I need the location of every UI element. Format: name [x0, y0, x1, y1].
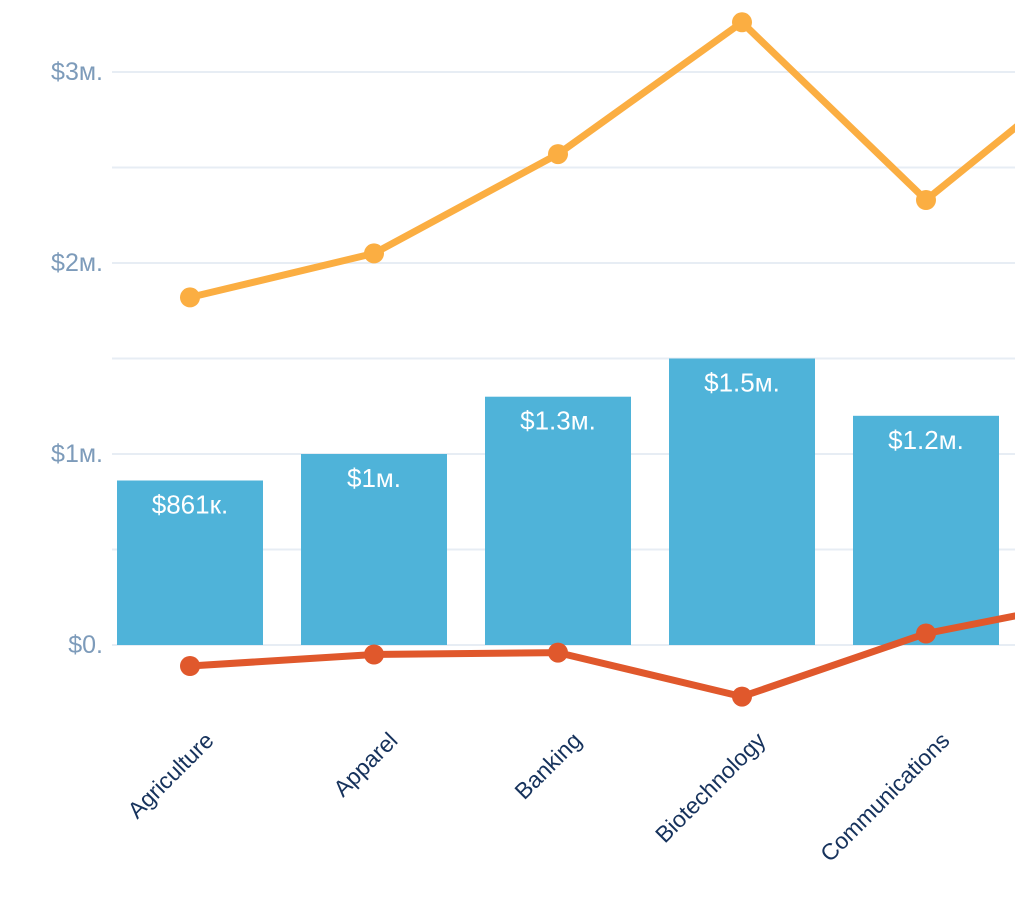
bar-label-banking: $1.3м.	[520, 406, 596, 436]
lower_line-point-banking[interactable]	[548, 642, 568, 663]
x-label-apparel[interactable]: Apparel	[328, 727, 402, 801]
lower_line-point-biotechnology[interactable]	[732, 686, 752, 707]
upper_line-points	[180, 12, 936, 308]
x-label-banking[interactable]: Banking	[509, 727, 586, 804]
lower_line-points	[180, 623, 936, 707]
bar-apparel[interactable]	[301, 454, 447, 645]
lower_line-point-apparel[interactable]	[364, 644, 384, 665]
x-label-agriculture[interactable]: Agriculture	[122, 727, 218, 823]
upper_line-point-banking[interactable]	[548, 144, 568, 165]
bar-label-communications: $1.2м.	[888, 425, 964, 455]
bar-series	[117, 358, 999, 646]
y-tick-label: $0.	[68, 631, 103, 659]
lower_line-point-communications[interactable]	[916, 623, 936, 644]
y-tick-label: $1м.	[51, 440, 103, 468]
upper_line-point-communications[interactable]	[916, 190, 936, 210]
bar-label-biotechnology: $1.5м.	[704, 368, 780, 398]
bar-value-labels: $861к. $1м. $1.3м. $1.5м. $1.2м.	[152, 368, 964, 520]
x-label-communications[interactable]: Communications	[815, 727, 955, 867]
bar-label-apparel: $1м.	[347, 463, 401, 493]
bar-communications[interactable]	[853, 415, 999, 645]
lower_line-path	[186, 612, 1015, 701]
lower_line-point-agriculture[interactable]	[180, 656, 200, 676]
x-label-biotechnology[interactable]: Biotechnology	[650, 727, 771, 848]
y-tick-label: $3м.	[51, 58, 103, 86]
x-axis-category-labels: Agriculture Apparel Banking Biotechnology Co…	[122, 727, 954, 867]
bar-agriculture[interactable]	[117, 480, 263, 646]
bar-banking[interactable]	[485, 396, 631, 645]
upper_line-point-apparel[interactable]	[364, 243, 384, 264]
upper_line-point-agriculture[interactable]	[180, 287, 200, 308]
upper_line-path	[186, 18, 1015, 301]
bar-label-agriculture: $861к.	[152, 490, 228, 520]
y-tick-label: $2м.	[51, 249, 103, 277]
y-axis-tick-labels: $3м. $2м. $1м. $0.	[51, 58, 103, 659]
upper_line-point-biotechnology[interactable]	[732, 12, 752, 33]
bar-biotechnology[interactable]	[669, 358, 815, 646]
